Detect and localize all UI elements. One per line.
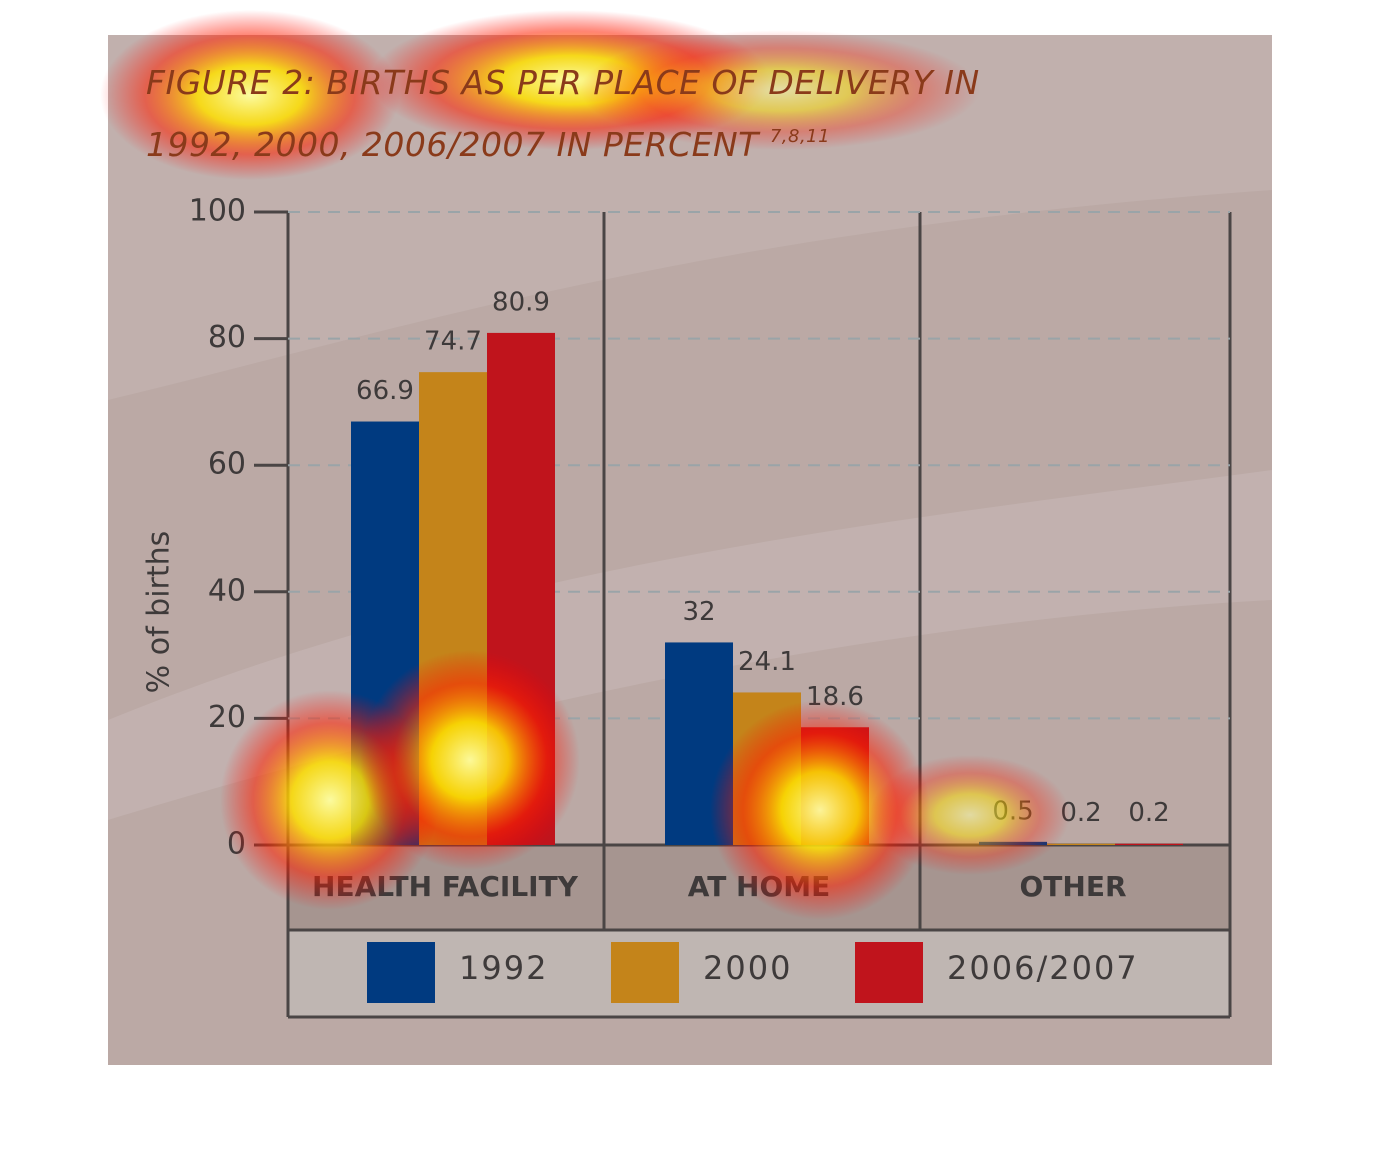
legend-label: 2000 [703, 949, 792, 987]
legend-swatch [855, 942, 923, 1003]
x-tick-label: OTHER [1019, 870, 1126, 903]
frame [286, 212, 1232, 1019]
data-label: 66.9 [356, 376, 414, 406]
chart-title: FIGURE 2: BIRTHS AS PER PLACE OF DELIVER… [146, 56, 986, 172]
y-tick-label: 80 [208, 320, 246, 355]
y-tick-label: 40 [208, 573, 246, 608]
bar [1047, 843, 1115, 845]
legend-label: 2006/2007 [947, 949, 1139, 987]
bar [1115, 843, 1183, 845]
heatmap-overlay [100, 10, 1070, 920]
data-label: 80.9 [492, 287, 550, 317]
y-tick-label: 60 [208, 447, 246, 482]
y-tick-label: 100 [189, 194, 246, 229]
data-label: 32 [682, 597, 715, 627]
legend-band [288, 930, 1230, 1017]
data-label: 0.2 [1128, 798, 1169, 828]
title-reference: 7,8,11 [769, 126, 831, 147]
background-wave [108, 35, 1272, 400]
data-label: 74.7 [424, 327, 482, 357]
legend-label: 1992 [459, 949, 548, 987]
y-tick-label: 20 [208, 700, 246, 735]
data-label: 24.1 [738, 647, 796, 677]
y-axis-label: % of births [142, 531, 177, 694]
legend-swatch [367, 942, 435, 1003]
title-text: FIGURE 2: BIRTHS AS PER PLACE OF DELIVER… [146, 63, 980, 164]
legend-swatch [611, 942, 679, 1003]
